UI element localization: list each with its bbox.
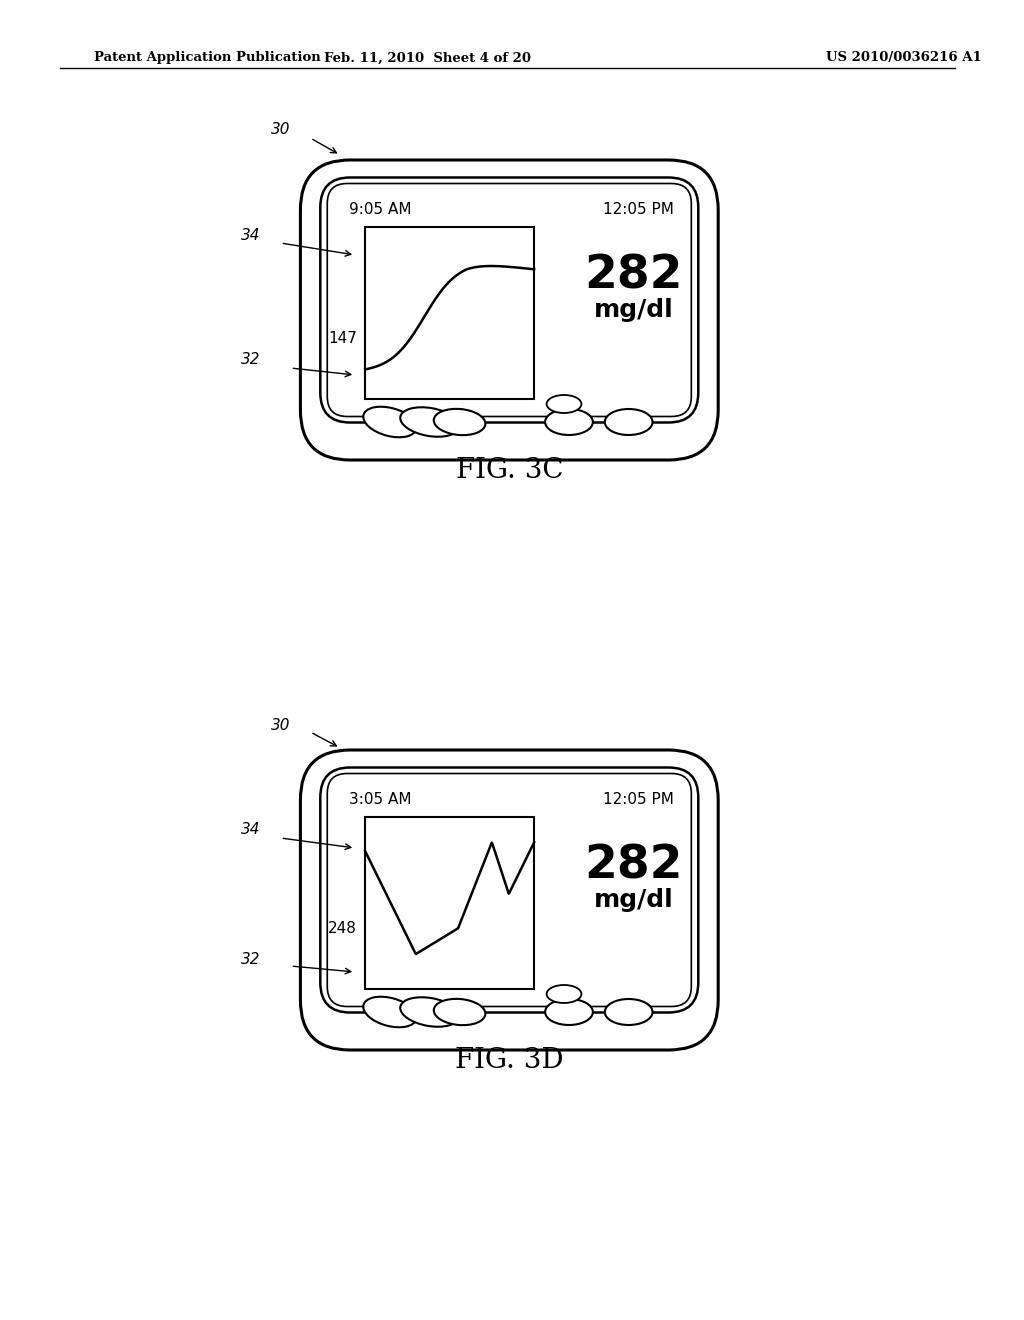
Text: 34: 34 (241, 822, 261, 837)
Ellipse shape (364, 997, 417, 1027)
Text: FIG. 3D: FIG. 3D (455, 1047, 563, 1073)
Ellipse shape (364, 407, 417, 437)
FancyBboxPatch shape (328, 183, 691, 417)
FancyBboxPatch shape (328, 774, 691, 1006)
Ellipse shape (547, 395, 582, 413)
Ellipse shape (400, 408, 459, 437)
Text: 30: 30 (271, 123, 291, 137)
Text: 147: 147 (329, 331, 357, 346)
Text: 3:05 AM: 3:05 AM (349, 792, 412, 807)
Text: FIG. 3C: FIG. 3C (456, 457, 563, 483)
Ellipse shape (545, 999, 593, 1026)
Ellipse shape (605, 409, 652, 436)
Text: 32: 32 (241, 352, 261, 367)
Text: 12:05 PM: 12:05 PM (603, 202, 674, 216)
Text: mg/dl: mg/dl (594, 298, 674, 322)
Text: Feb. 11, 2010  Sheet 4 of 20: Feb. 11, 2010 Sheet 4 of 20 (325, 51, 531, 65)
Text: 32: 32 (241, 953, 261, 968)
FancyBboxPatch shape (321, 767, 698, 1012)
FancyBboxPatch shape (300, 750, 718, 1049)
Text: 248: 248 (329, 921, 357, 936)
Text: 282: 282 (585, 253, 683, 298)
Ellipse shape (605, 999, 652, 1026)
Text: Patent Application Publication: Patent Application Publication (94, 51, 322, 65)
Ellipse shape (400, 998, 459, 1027)
Ellipse shape (434, 999, 485, 1026)
Text: 30: 30 (271, 718, 291, 733)
Text: 9:05 AM: 9:05 AM (349, 202, 412, 216)
Text: 282: 282 (585, 843, 683, 888)
FancyBboxPatch shape (321, 177, 698, 422)
Text: US 2010/0036216 A1: US 2010/0036216 A1 (825, 51, 981, 65)
Ellipse shape (434, 409, 485, 436)
Bar (366, 227, 535, 399)
FancyBboxPatch shape (300, 160, 718, 459)
Text: 34: 34 (241, 227, 261, 243)
Text: 12:05 PM: 12:05 PM (603, 792, 674, 807)
Ellipse shape (545, 409, 593, 436)
Ellipse shape (547, 985, 582, 1003)
Text: mg/dl: mg/dl (594, 888, 674, 912)
Bar (366, 817, 535, 989)
